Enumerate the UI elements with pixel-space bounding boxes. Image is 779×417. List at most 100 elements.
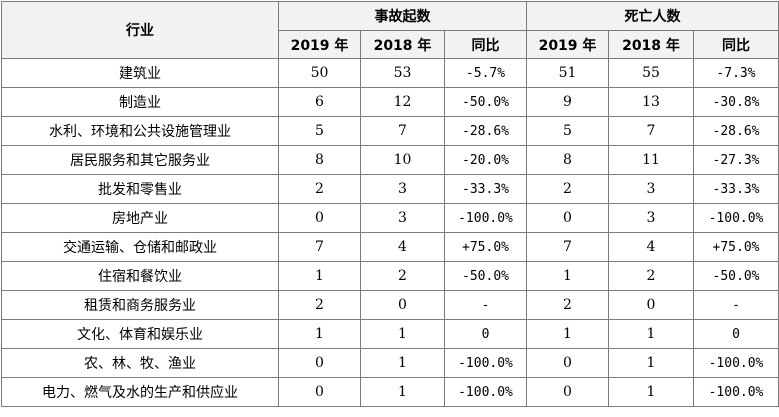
accidents-yoy-cell: -100.0% (444, 203, 527, 233)
industry-cell: 农、林、牧、渔业 (1, 348, 279, 378)
deaths-yoy-cell: -50.0% (693, 261, 779, 291)
table-header: 行业 事故起数 死亡人数 2019 年 2018 年 同比 2019 年 201… (1, 1, 779, 59)
deaths-2018-cell: 3 (608, 174, 694, 204)
accidents-2019-cell: 50 (278, 58, 361, 88)
industry-header: 行业 (1, 1, 279, 59)
accidents-yoy-cell: 0 (444, 319, 527, 349)
deaths-2019-cell: 8 (526, 145, 609, 175)
table-row: 居民服务和其它服务业 8 10 -20.0% 8 11 -27.3% (1, 145, 779, 175)
deaths-2018-cell: 13 (608, 87, 694, 117)
deaths-2018-cell: 1 (608, 348, 694, 378)
header-row-2: 2019 年 2018 年 同比 2019 年 2018 年 同比 (2, 30, 779, 59)
accidents-2018-cell: 1 (360, 377, 445, 407)
accidents-2018-cell: 1 (360, 348, 445, 378)
table-row: 农、林、牧、渔业 0 1 -100.0% 0 1 -100.0% (1, 348, 779, 378)
deaths-yoy-cell: -100.0% (693, 203, 779, 233)
deaths-2018-cell: 4 (608, 232, 694, 262)
deaths-yoy-cell: -100.0% (693, 377, 779, 407)
accidents-2018-cell: 3 (360, 203, 445, 233)
accidents-yoy-cell: -50.0% (444, 261, 527, 291)
accidents-2018-cell: 0 (360, 290, 445, 320)
deaths-2018-cell: 1 (608, 377, 694, 407)
accidents-yoy-cell: -100.0% (444, 377, 527, 407)
deaths-2019-cell: 0 (526, 377, 609, 407)
accidents-2018-cell: 3 (360, 174, 445, 204)
table-row: 租赁和商务服务业 2 0-2 0- (1, 290, 779, 320)
accidents-yoy-cell: -28.6% (444, 116, 527, 146)
table-row: 建筑业 50 53 -5.7% 51 55 -7.3% (1, 58, 779, 88)
industry-cell: 制造业 (1, 87, 279, 117)
deaths-2018-cell: 2 (608, 261, 694, 291)
accidents-yoy-cell: -50.0% (444, 87, 527, 117)
industry-cell: 住宿和餐饮业 (1, 261, 279, 291)
accidents-header: 事故起数 (278, 1, 527, 31)
deaths-2018-cell: 11 (608, 145, 694, 175)
accidents-yoy-cell: -33.3% (444, 174, 527, 204)
deaths-2019-header: 2019 年 (526, 30, 609, 59)
industry-cell: 租赁和商务服务业 (1, 290, 279, 320)
accidents-2018-header: 2018 年 (360, 30, 445, 59)
table-body: 建筑业 50 53 -5.7% 51 55 -7.3% 制造业 6 12 -50.0% 9 13 -30.… (1, 58, 779, 407)
accidents-2018-cell: 12 (360, 87, 445, 117)
deaths-yoy-cell: -27.3% (693, 145, 779, 175)
accidents-2019-cell: 0 (278, 203, 361, 233)
deaths-2019-cell: 1 (526, 319, 609, 349)
table-row: 电力、燃气及水的生产和供应业 0 1 -100.0% 0 1 -100.0% (1, 377, 779, 407)
accidents-2019-cell: 1 (278, 261, 361, 291)
accidents-2019-header: 2019 年 (278, 30, 361, 59)
header-row-1: 行业 事故起数 死亡人数 (1, 1, 779, 59)
table-row: 交通运输、仓储和邮政业 7 4 +75.0% 7 4 +75.0% (1, 232, 779, 262)
industry-cell: 交通运输、仓储和邮政业 (1, 232, 279, 262)
table-row: 住宿和餐饮业 1 2 -50.0% 1 2 -50.0% (1, 261, 779, 291)
deaths-2019-cell: 1 (526, 261, 609, 291)
industry-cell: 文化、体育和娱乐业 (1, 319, 279, 349)
deaths-yoy-cell: +75.0% (693, 232, 779, 262)
deaths-yoy-cell: -33.3% (693, 174, 779, 204)
deaths-2019-cell: 51 (526, 58, 609, 88)
accidents-2018-cell: 1 (360, 319, 445, 349)
deaths-2019-cell: 9 (526, 87, 609, 117)
deaths-yoy-cell: - (693, 290, 779, 320)
accidents-2018-cell: 10 (360, 145, 445, 175)
deaths-yoy-header: 同比 (693, 30, 779, 59)
accidents-2018-cell: 53 (360, 58, 445, 88)
deaths-2019-cell: 0 (526, 203, 609, 233)
deaths-2018-cell: 0 (608, 290, 694, 320)
accidents-2019-cell: 2 (278, 290, 361, 320)
industry-cell: 电力、燃气及水的生产和供应业 (1, 377, 279, 407)
deaths-2019-cell: 7 (526, 232, 609, 262)
industry-cell: 居民服务和其它服务业 (1, 145, 279, 175)
accidents-yoy-cell: -20.0% (444, 145, 527, 175)
deaths-2018-header: 2018 年 (608, 30, 694, 59)
deaths-2018-cell: 7 (608, 116, 694, 146)
accident-statistics-table: 行业 事故起数 死亡人数 2019 年 2018 年 同比 2019 年 201… (1, 1, 779, 407)
table-row: 制造业 6 12 -50.0% 9 13 -30.8% (1, 87, 779, 117)
deaths-2018-cell: 1 (608, 319, 694, 349)
deaths-yoy-cell: -100.0% (693, 348, 779, 378)
accidents-yoy-cell: - (444, 290, 527, 320)
deaths-header: 死亡人数 (526, 1, 779, 31)
deaths-yoy-cell: -7.3% (693, 58, 779, 88)
accidents-2019-cell: 7 (278, 232, 361, 262)
industry-cell: 水利、环境和公共设施管理业 (1, 116, 279, 146)
deaths-2019-cell: 2 (526, 174, 609, 204)
accidents-2019-cell: 6 (278, 87, 361, 117)
accidents-yoy-cell: -5.7% (444, 58, 527, 88)
deaths-yoy-cell: -28.6% (693, 116, 779, 146)
accidents-2018-cell: 7 (360, 116, 445, 146)
accidents-yoy-header: 同比 (444, 30, 527, 59)
accidents-2018-cell: 2 (360, 261, 445, 291)
table-row: 批发和零售业 2 3 -33.3% 2 3 -33.3% (1, 174, 779, 204)
deaths-2018-cell: 3 (608, 203, 694, 233)
deaths-2018-cell: 55 (608, 58, 694, 88)
industry-cell: 批发和零售业 (1, 174, 279, 204)
deaths-2019-cell: 0 (526, 348, 609, 378)
accidents-2018-cell: 4 (360, 232, 445, 262)
deaths-yoy-cell: -30.8% (693, 87, 779, 117)
table-row: 房地产业 0 3 -100.0% 0 3 -100.0% (1, 203, 779, 233)
accidents-2019-cell: 2 (278, 174, 361, 204)
accidents-2019-cell: 0 (278, 377, 361, 407)
deaths-2019-cell: 5 (526, 116, 609, 146)
accidents-yoy-cell: +75.0% (444, 232, 527, 262)
accidents-2019-cell: 8 (278, 145, 361, 175)
